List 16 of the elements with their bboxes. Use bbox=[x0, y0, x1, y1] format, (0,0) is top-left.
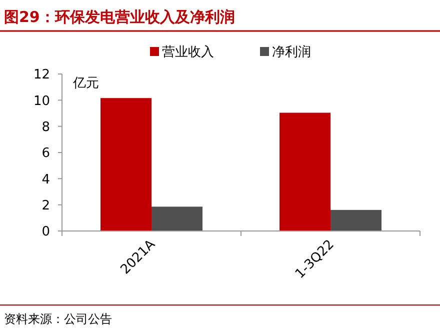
chart-title: 图29：环保发电营业收入及净利润 bbox=[4, 8, 235, 26]
y-axis-title: 亿元 bbox=[72, 76, 99, 91]
y-tick-label: 4 bbox=[42, 172, 50, 188]
bar bbox=[330, 210, 382, 231]
legend-label: 营业收入 bbox=[162, 45, 214, 60]
y-tick-label: 6 bbox=[42, 146, 50, 162]
text: 资料来源：公司公告 bbox=[4, 312, 112, 326]
legend-label: 净利润 bbox=[272, 45, 311, 60]
y-tick-label: 10 bbox=[33, 94, 50, 109]
y-tick-label: 8 bbox=[42, 120, 50, 135]
y-tick-label: 0 bbox=[42, 224, 50, 240]
y-tick-label: 12 bbox=[33, 68, 50, 83]
y-tick-label: 2 bbox=[42, 198, 50, 214]
bar bbox=[100, 98, 152, 231]
bar bbox=[152, 206, 202, 231]
bar bbox=[280, 112, 330, 231]
